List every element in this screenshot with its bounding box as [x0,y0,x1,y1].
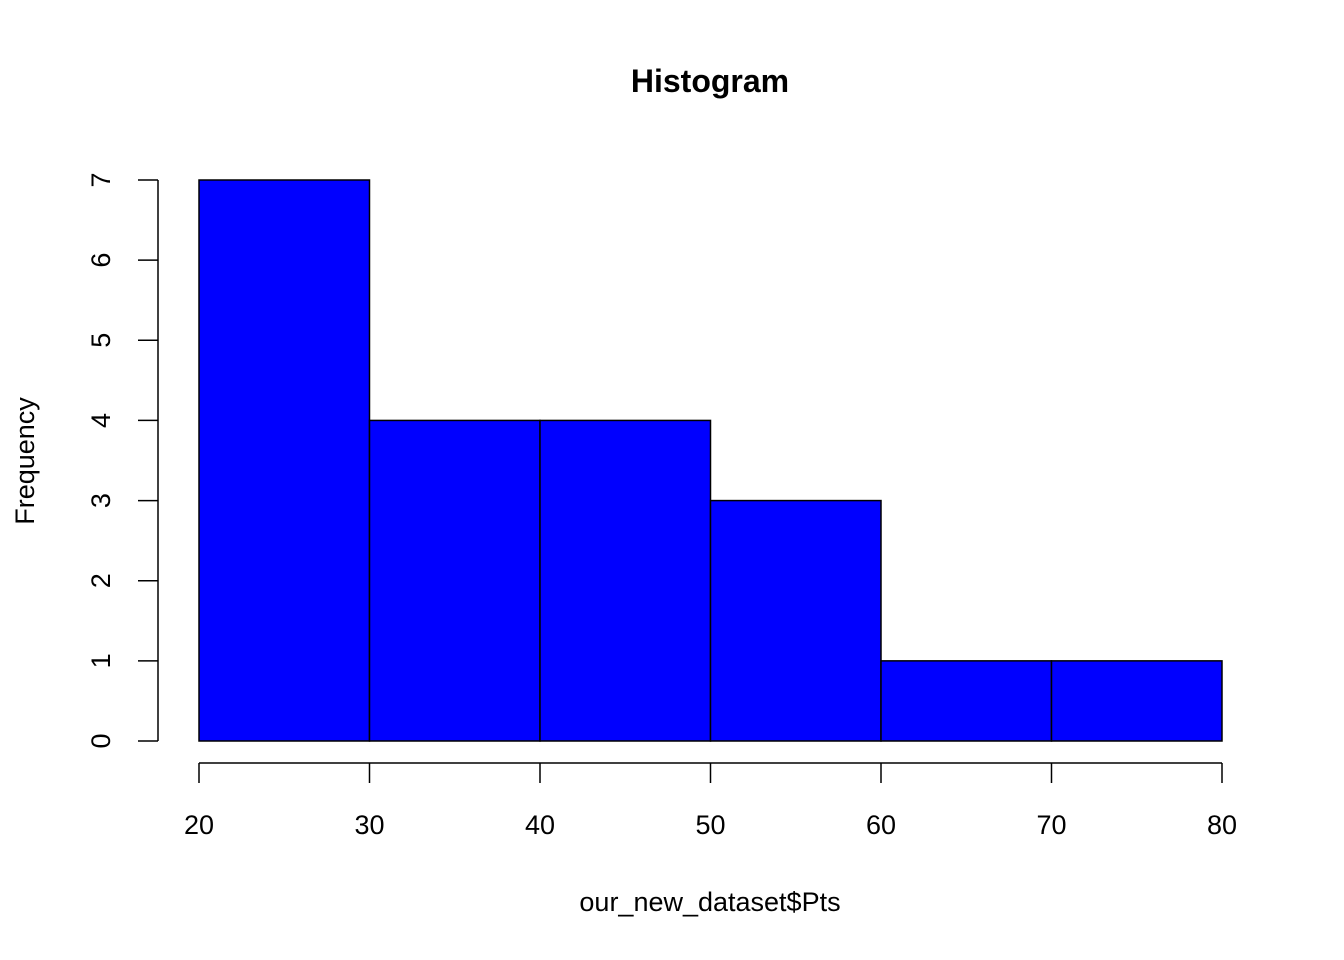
x-tick-label: 70 [1036,810,1066,840]
histogram-bar [368,419,541,742]
x-tick-label: 20 [184,810,214,840]
histogram-bar [709,499,882,742]
x-tick-label: 30 [354,810,384,840]
y-tick-label: 1 [86,653,116,668]
bars-group [198,179,1223,742]
x-tick-label: 80 [1207,810,1237,840]
histogram-bar [198,179,371,742]
y-tick-label: 2 [86,573,116,588]
chart-title: Histogram [631,63,789,99]
y-tick-label: 5 [86,333,116,348]
x-tick-label: 60 [866,810,896,840]
y-tick-label: 7 [86,172,116,187]
x-axis: 20 30 40 50 60 70 80 [184,762,1237,840]
x-tick-label: 50 [695,810,725,840]
y-tick-label: 3 [86,493,116,508]
x-tick-label: 40 [525,810,555,840]
y-axis: 0 1 2 3 4 5 6 7 [86,172,159,749]
y-axis-label: Frequency [10,397,40,525]
histogram-bar [1050,660,1223,742]
y-tick-label: 4 [86,413,116,428]
x-axis-label: our_new_dataset$Pts [579,887,840,917]
y-tick-label: 6 [86,253,116,268]
histogram-bar [539,419,712,742]
histogram-bar [880,660,1053,742]
y-tick-label: 0 [86,733,116,748]
